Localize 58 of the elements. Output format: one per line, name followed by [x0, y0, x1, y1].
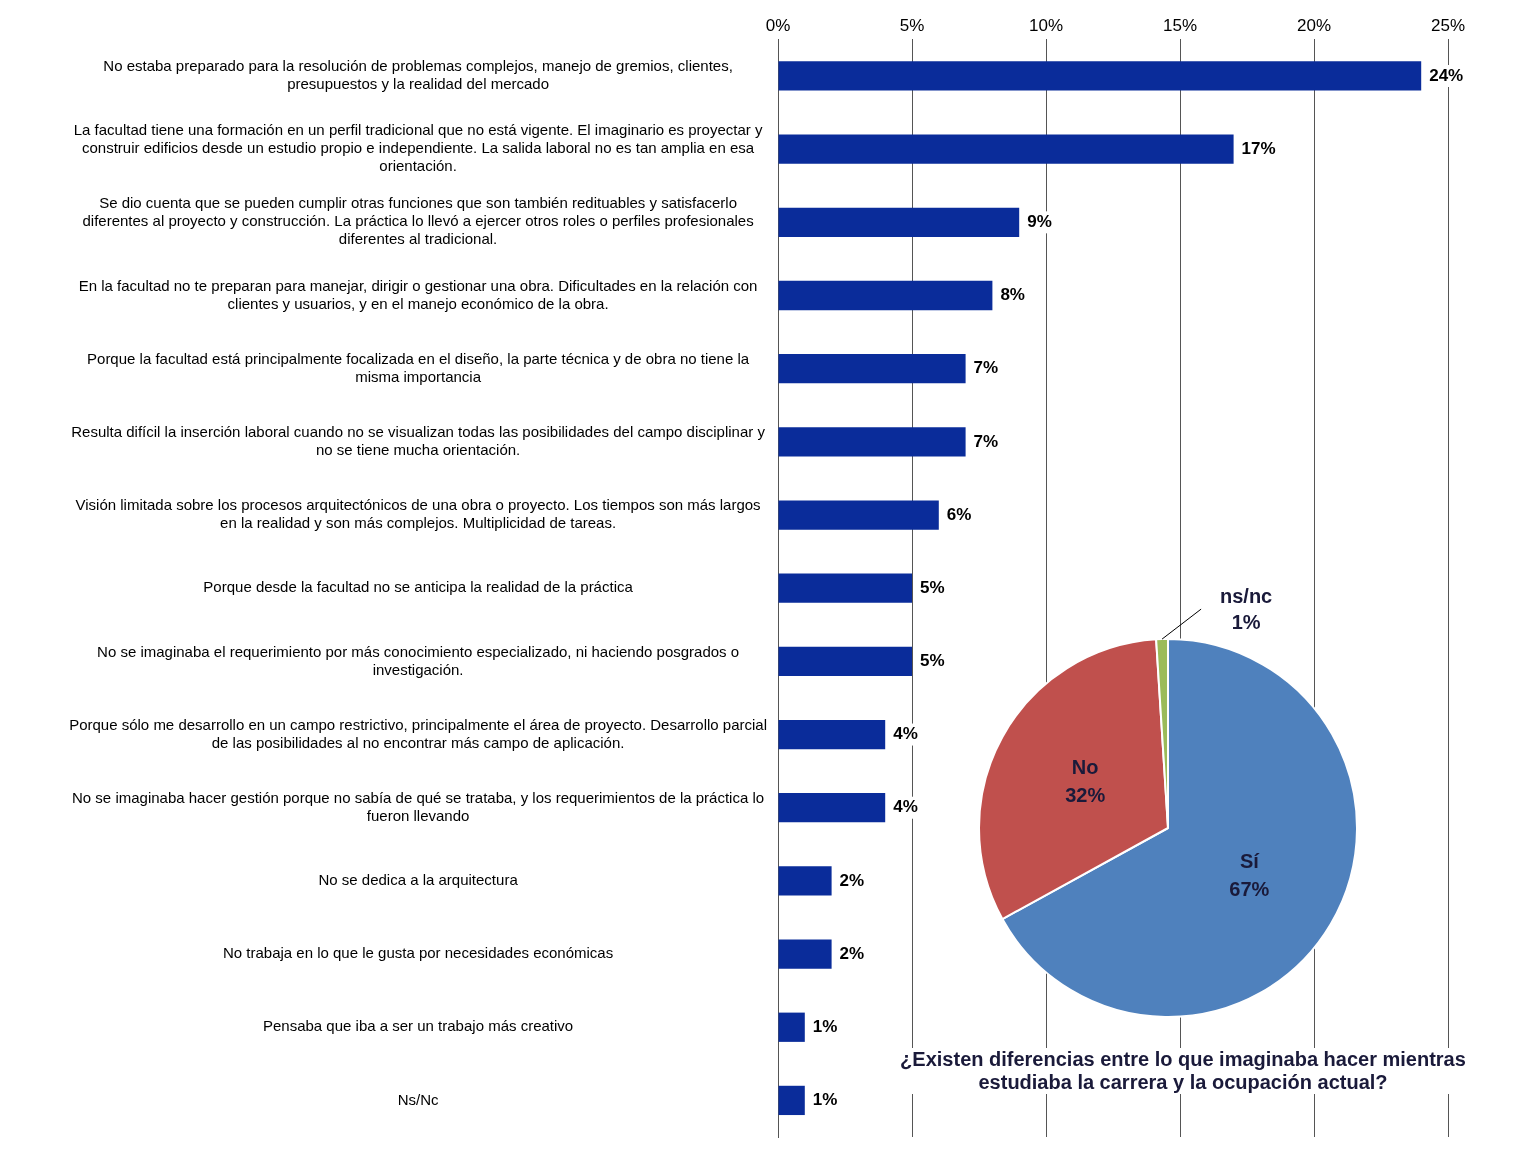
slice-label: Sí: [1239, 849, 1261, 872]
data-label: 4%: [893, 797, 918, 817]
y-tick-label: Resulta difícil la inserción laboral cuando no se visualizan todas las posibilidades del campo disciplinar y no se tiene mucha orientación.: [71, 422, 766, 458]
y-tick-label: Porque desde la facultad no se anticipa la realidad de la práctica: [203, 578, 634, 596]
data-label: 4%: [893, 724, 918, 744]
y-tick-label: Porque sólo me desarrollo en un campo restrictivo, principalmente el área de proyecto. Desarrollo parcial de las posibilidades al no encontrar más campo de aplicación.: [69, 715, 768, 751]
data-label: 2%: [839, 870, 865, 890]
data-label: 7%: [973, 358, 999, 378]
bar: [778, 866, 832, 896]
x-tick-label: 5%: [899, 15, 925, 35]
bar: [778, 646, 912, 677]
y-tick-label: Pensaba que iba a ser un trabajo más creativo: [262, 1017, 574, 1035]
bar: [778, 573, 912, 603]
data-label: 67%: [1229, 877, 1270, 900]
bar: [778, 134, 1234, 164]
x-tick-label: 10%: [1028, 15, 1064, 35]
y-tick-label: Se dio cuenta que se pueden cumplir otras funciones que son también redituables y satisfacerlo diferentes al proyecto y construcción. La práctica lo llevó a ejercer otros roles o perfiles profesionales diferentes al tradicional.: [82, 194, 754, 248]
slice-label: No: [1071, 755, 1099, 778]
x-tick-label: 20%: [1296, 15, 1332, 35]
data-label: 5%: [920, 651, 945, 671]
y-tick-label: En la facultad no te preparan para manejar, dirigir o gestionar una obra. Dificultades en la relación con clientes y usuarios, y en el manejo económico de la obra.: [78, 276, 758, 312]
data-label: 2%: [839, 943, 865, 963]
data-label: 1%: [1231, 610, 1261, 633]
y-tick-label: La facultad tiene una formación en un perfil tradicional que no está vigente. El imaginario es proyectar y construir edificios desde un estudio propio e independiente. La salida laboral no es tan amplia en esa orientación.: [73, 121, 763, 175]
slice-label: ns/nc: [1220, 584, 1273, 607]
y-tick-label: Ns/Nc: [397, 1090, 439, 1108]
data-label: 17%: [1241, 138, 1276, 158]
data-label: 1%: [812, 1090, 838, 1110]
data-label: 7%: [973, 431, 999, 451]
data-label: 6%: [946, 504, 972, 524]
x-tick-label: 15%: [1162, 15, 1198, 35]
data-label: 32%: [1065, 783, 1106, 806]
y-tick-label: No se dedica a la arquitectura: [318, 871, 519, 889]
x-tick-label: 25%: [1430, 15, 1466, 35]
x-tick-label: 0%: [765, 15, 791, 35]
y-tick-label: No estaba preparado para la resolución de problemas complejos, manejo de gremios, clientes, presupuestos y la realidad del mercado: [103, 57, 733, 93]
bar: [778, 280, 993, 311]
y-tick-label: No se imaginaba el requerimiento por más conocimiento especializado, ni haciendo posgrados o investigación.: [97, 642, 740, 678]
bar: [778, 61, 1422, 91]
bar: [778, 939, 832, 969]
y-tick-label: Porque la facultad está principalmente focalizada en el diseño, la parte técnica y de obra no tiene la misma importancia: [87, 349, 750, 385]
bar: [778, 354, 966, 384]
bar: [778, 500, 939, 530]
bar: [778, 427, 966, 457]
text: ¿Existen diferencias entre lo que imaginaba hacer mientras estudiaba la carrera y la ocupación actual?: [858, 1048, 1508, 1094]
bar: [778, 1012, 805, 1042]
bar: [778, 793, 886, 823]
data-label: 5%: [920, 577, 945, 597]
data-label: 1%: [812, 1016, 838, 1036]
data-label: 8%: [1000, 285, 1025, 305]
y-tick-label: No trabaja en lo que le gusta por necesidades económicas: [222, 944, 614, 962]
bar: [778, 207, 1020, 237]
data-label: 24%: [1429, 65, 1464, 85]
y-tick-label: Visión limitada sobre los procesos arquitectónicos de una obra o proyecto. Los tiempos son más largos en la realidad y son más complejos. Multiplicidad de tareas.: [75, 496, 761, 532]
y-tick-label: No se imaginaba hacer gestión porque no sabía de qué se trataba, y los requerimientos de la práctica lo fueron llevando: [72, 788, 765, 824]
data-label: 9%: [1027, 212, 1052, 232]
bar: [778, 1085, 805, 1116]
bar: [778, 719, 886, 750]
